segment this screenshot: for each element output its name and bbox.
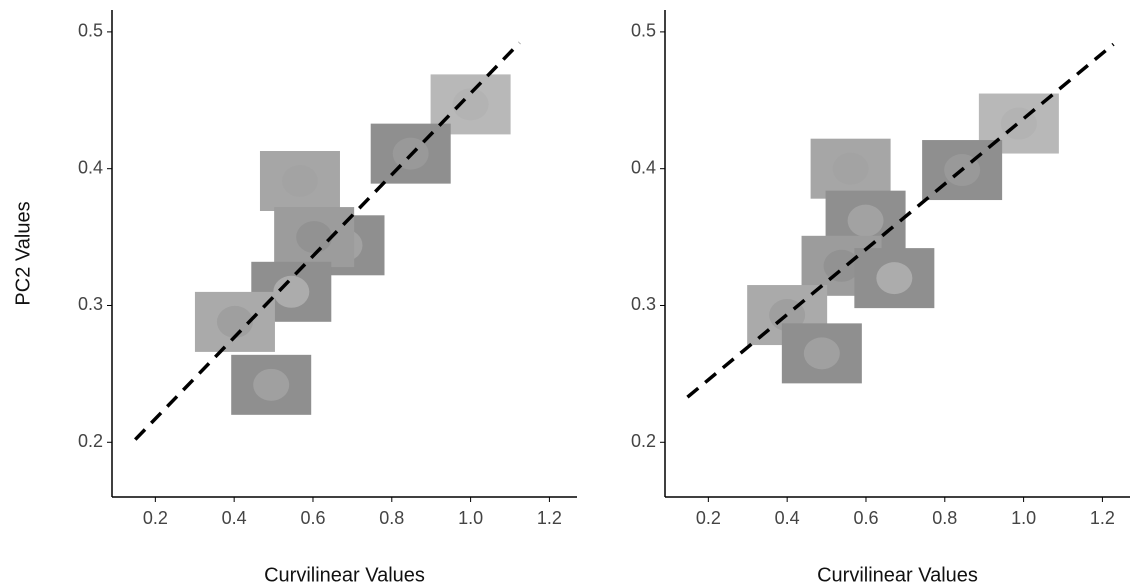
- chart: 0.2 0.3 0.4 0.5 0.2 0.4 0.6 0.8 1.0 1.2 Curvilinea…: [0, 0, 1135, 588]
- x-tick-label: 0.4: [222, 508, 247, 528]
- x-axis-label: Curvilinear Values: [264, 564, 425, 586]
- thumbnail-detail: [833, 153, 869, 185]
- x-axis-label: Curvilinear Values: [817, 564, 978, 586]
- y-tick-label: 0.2: [78, 431, 103, 451]
- image-point: [782, 323, 862, 383]
- image-point: [274, 207, 354, 267]
- image-point: [260, 151, 340, 211]
- x-tick-label: 0.4: [775, 508, 800, 528]
- thumbnail-detail: [273, 276, 309, 308]
- image-point: [811, 139, 891, 199]
- thumbnail-detail: [282, 165, 318, 197]
- x-tick-label: 0.2: [696, 508, 721, 528]
- y-tick-label: 0.5: [631, 21, 656, 41]
- thumbnail-detail: [296, 221, 332, 253]
- y-tick-label: 0.3: [78, 294, 103, 314]
- y-tick-label: 0.3: [631, 294, 656, 314]
- x-tick-label: 0.6: [300, 508, 325, 528]
- x-tick-label: 1.2: [1090, 508, 1115, 528]
- thumbnail-detail: [848, 205, 884, 237]
- trend-line: [135, 43, 519, 440]
- x-tick-label: 1.0: [458, 508, 483, 528]
- y-axis-label: PC2 Values: [12, 201, 34, 305]
- thumbnail-detail: [876, 262, 912, 294]
- trend-line: [687, 44, 1113, 397]
- thumbnail-detail: [804, 337, 840, 369]
- y-tick-label: 0.4: [631, 157, 656, 177]
- x-tick-label: 0.8: [932, 508, 957, 528]
- x-tick-label: 0.6: [853, 508, 878, 528]
- y-tick-label: 0.2: [631, 431, 656, 451]
- image-point: [854, 248, 934, 308]
- x-tick-label: 1.2: [537, 508, 562, 528]
- y-tick-label: 0.4: [78, 157, 103, 177]
- x-tick-label: 1.0: [1011, 508, 1036, 528]
- thumbnail-detail: [253, 369, 289, 401]
- image-point: [195, 292, 275, 352]
- x-tick-label: 0.2: [143, 508, 168, 528]
- image-point: [231, 355, 311, 415]
- y-tick-label: 0.5: [78, 21, 103, 41]
- x-tick-label: 0.8: [379, 508, 404, 528]
- page: {"chart_data": [ {"type": "scatter", "xl…: [0, 0, 1135, 588]
- thumbnail-detail: [824, 250, 860, 282]
